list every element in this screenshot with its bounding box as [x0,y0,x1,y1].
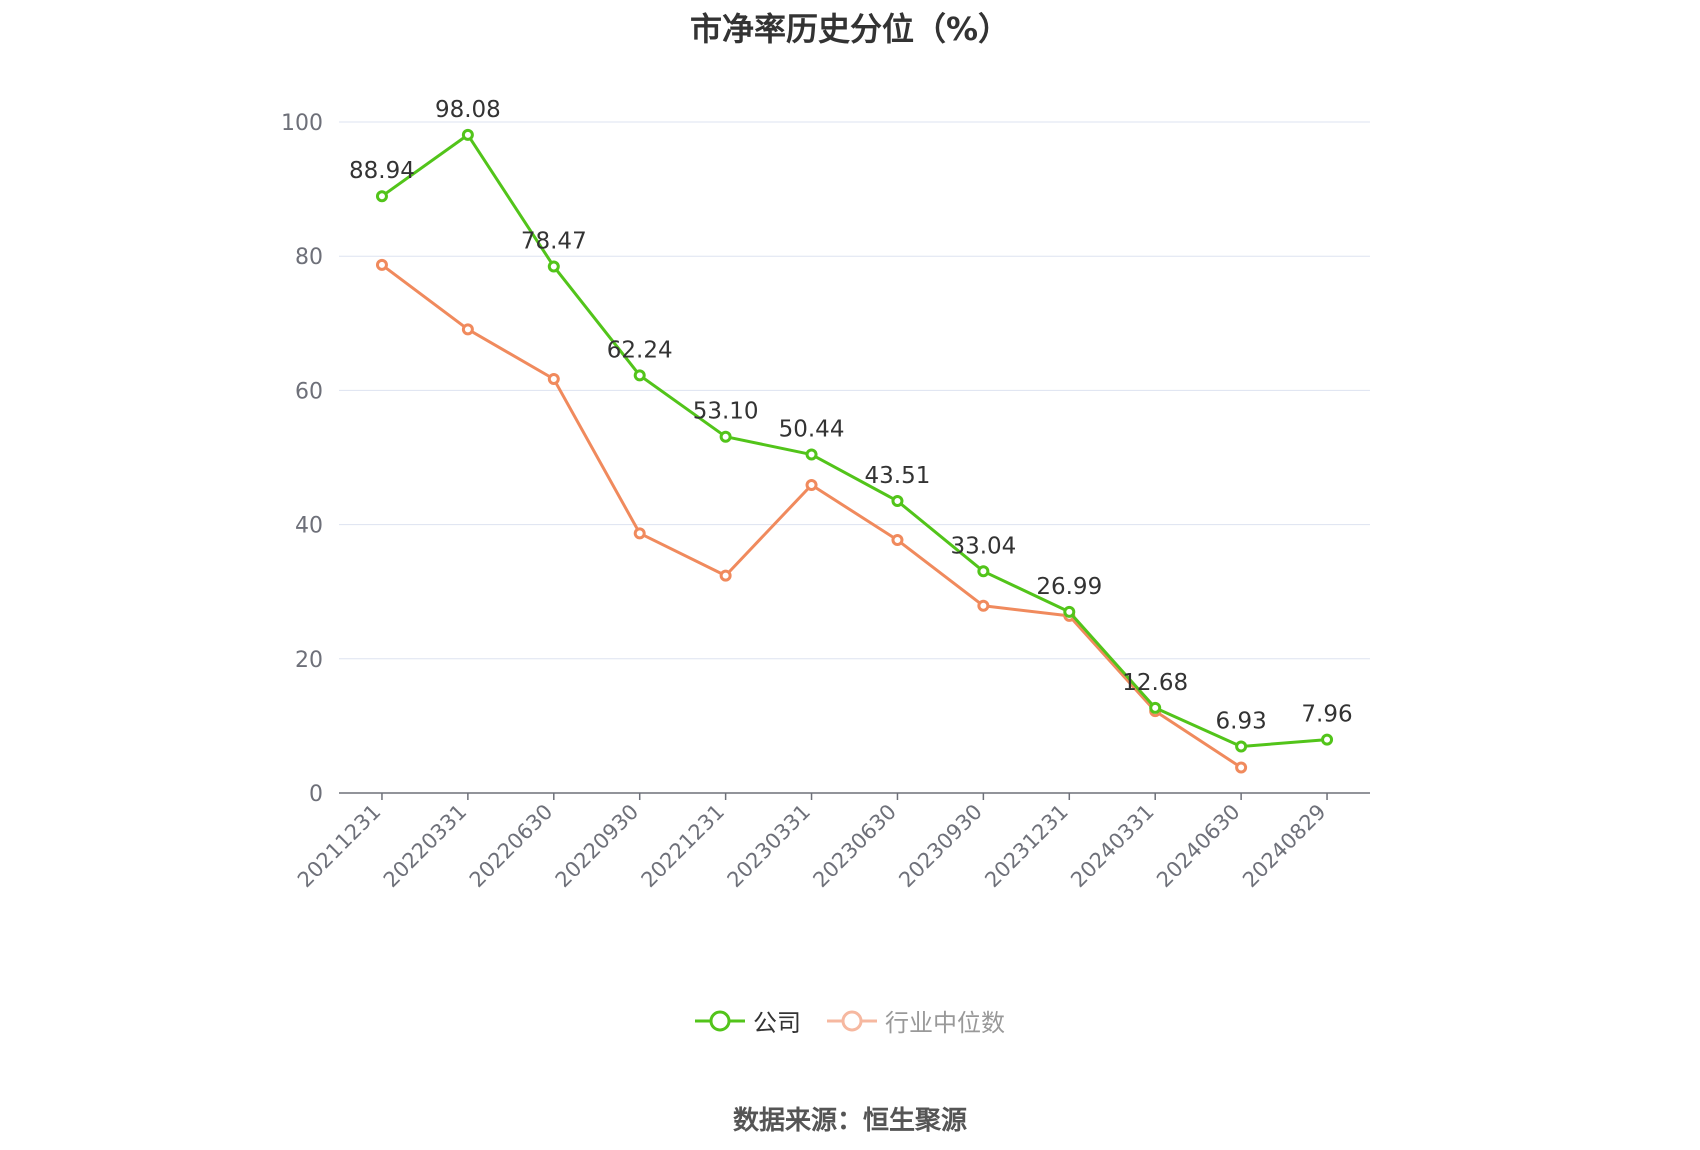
data-point [891,495,904,508]
data-label: 6.93 [1216,708,1267,734]
chart-title: 市净率历史分位（%） [689,10,1011,48]
data-point [1235,740,1248,753]
data-label: 43.51 [865,463,931,489]
data-label: 53.10 [693,399,759,425]
x-tick-label: 20240331 [1066,800,1159,893]
data-point [891,534,904,547]
y-tick-label: 100 [281,111,323,136]
data-label: 78.47 [521,228,587,254]
y-tick-label: 60 [295,379,323,404]
x-tick-label: 20230630 [808,800,901,893]
legend-item[interactable]: 行业中位数 [827,1003,1005,1038]
legend-marker-icon [695,1010,745,1031]
data-label: 62.24 [607,337,673,363]
data-point [977,599,990,612]
y-tick-label: 20 [295,648,323,673]
legend-label: 行业中位数 [885,1009,1005,1037]
data-point [547,260,560,273]
data-point [1321,733,1334,746]
data-point [633,369,646,382]
legend-item[interactable]: 公司 [695,1003,801,1038]
data-label: 26.99 [1036,574,1102,600]
x-tick-label: 20230331 [723,800,816,893]
data-point [375,258,388,271]
legend-label: 公司 [753,1009,801,1037]
x-tick-label: 20240829 [1238,800,1331,893]
legend: 公司 行业中位数 [0,1003,1700,1038]
x-tick-label: 20231231 [980,800,1073,893]
legend-marker-icon [827,1010,877,1031]
data-point [375,190,388,203]
data-point [805,448,818,461]
y-tick-label: 40 [295,514,323,539]
x-tick-label: 20220930 [551,800,644,893]
x-tick-label: 20220331 [379,800,472,893]
series-line [381,263,1242,769]
x-tick-label: 20221231 [637,800,730,893]
data-label: 98.08 [435,97,501,123]
x-tick-label: 20240630 [1152,800,1245,893]
y-tick-label: 0 [309,782,323,807]
data-point [461,128,474,141]
x-tick-label: 20211231 [293,800,386,893]
data-label: 7.96 [1301,702,1352,728]
series-line [381,133,1328,748]
x-tick-label: 20220630 [465,800,558,893]
y-tick-label: 80 [295,245,323,270]
data-point [805,479,818,492]
data-label: 50.44 [779,417,845,443]
data-point [719,430,732,443]
data-point [461,323,474,336]
data-label: 33.04 [950,533,1016,559]
data-point [977,565,990,578]
data-point [1149,701,1162,714]
data-point [633,527,646,540]
data-label: 12.68 [1122,670,1188,696]
data-source: 数据来源：恒生聚源 [732,1106,967,1136]
data-point [547,372,560,385]
data-point [719,569,732,582]
data-point [1235,761,1248,774]
data-point [1063,605,1076,618]
data-label: 88.94 [349,158,415,184]
x-tick-label: 20230930 [894,800,987,893]
